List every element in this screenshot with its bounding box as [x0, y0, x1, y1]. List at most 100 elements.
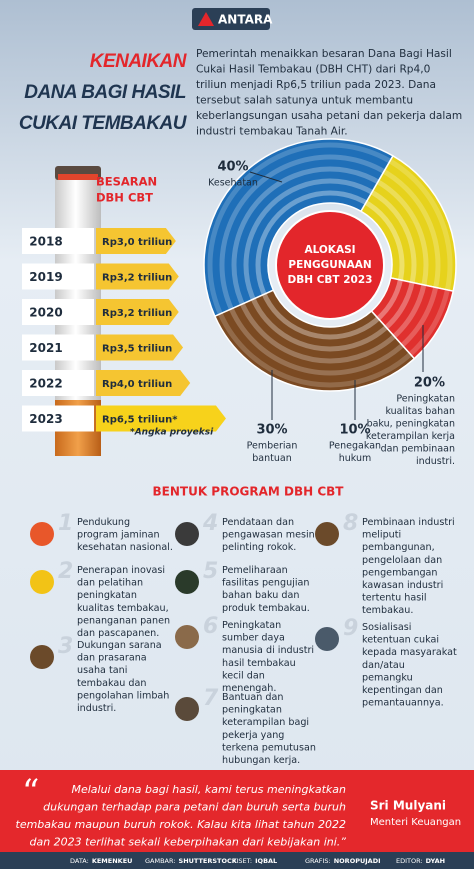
- title-line: DANA BAGI HASIL: [24, 82, 186, 103]
- program-line: pengelolaan dan: [362, 555, 442, 566]
- program-number: 7: [203, 686, 219, 711]
- program-line: kesehatan nasional.: [77, 542, 173, 553]
- program-line: kawasan industri: [362, 580, 443, 591]
- donut-ring: [219, 154, 441, 376]
- program-line: kualitas tembakau,: [77, 603, 169, 614]
- amount-bar: [96, 370, 191, 396]
- year-box: [22, 370, 94, 396]
- program-icon: [30, 570, 54, 594]
- amount-bar: [96, 405, 226, 432]
- program-icon: [315, 522, 339, 546]
- program-line: tembakau.: [362, 605, 413, 616]
- segment-label: baku, peningkatan: [367, 419, 455, 430]
- amount-bar: [96, 228, 176, 254]
- credit-label: DATA:: [70, 857, 89, 865]
- donut-ring: [207, 142, 453, 388]
- program-number: 3: [58, 634, 73, 659]
- intro-line: tersebut salah satunya untuk membantu: [196, 95, 413, 107]
- program-line: pelinting rokok.: [222, 542, 296, 553]
- credit-value: NOROPUJADI: [334, 857, 381, 865]
- dbh-note: *Angka proyeksi: [130, 428, 214, 438]
- donut-center-text: DBH CBT 2023: [288, 274, 373, 286]
- segment-label: hukum: [339, 453, 372, 464]
- segment-value: 10%: [339, 423, 370, 438]
- program-icon: [30, 645, 54, 669]
- program-line: ketentuan cukai: [362, 635, 439, 646]
- quote-line: Melalui dana bagi hasil, kami terus meni…: [71, 783, 346, 796]
- year-label: 2022: [29, 377, 62, 391]
- credit-label: RISET:: [232, 857, 252, 865]
- donut-center-text: ALOKASI: [304, 244, 355, 256]
- leader-line: [249, 171, 283, 183]
- amount-bar: [96, 334, 184, 361]
- program-line: dan/atau: [362, 660, 405, 671]
- program-line: kepentingan dan: [362, 685, 443, 696]
- year-label: 2023: [29, 412, 62, 426]
- program-line: Sosialisasi: [362, 622, 411, 633]
- amount-bar: [96, 299, 179, 325]
- year-box: [22, 263, 94, 290]
- program-line: dan pelatihan: [77, 578, 143, 589]
- credit-label: GRAFIS:: [305, 857, 331, 865]
- program-line: Bantuan dan: [222, 692, 283, 703]
- program-line: Dukungan sarana: [77, 640, 162, 651]
- program-line: Pendataan dan: [222, 517, 294, 528]
- credit-label: GAMBAR:: [145, 857, 176, 865]
- program-line: tertentu hasil: [362, 593, 427, 604]
- program-line: pengembangan: [362, 567, 438, 578]
- program-line: fasilitas pengujian: [222, 578, 309, 589]
- donut-ring: [231, 166, 429, 364]
- segment-value: 20%: [414, 376, 445, 391]
- quote-band: [0, 770, 474, 852]
- amount-label: Rp4,0 triliun: [102, 379, 172, 390]
- intro-line: keberlangsungan usaha petani dan pekerja…: [196, 110, 462, 122]
- program-line: pemantauannya.: [362, 698, 444, 709]
- dbh-heading: BESARAN: [96, 175, 157, 189]
- program-line: kecil dan: [222, 670, 265, 681]
- program-icon: [175, 570, 199, 594]
- donut-ring: [243, 178, 417, 352]
- segment-value: 40%: [217, 160, 248, 175]
- program-line: hasil tembakau: [222, 658, 296, 669]
- program-line: dan pascapanen.: [77, 628, 159, 639]
- program-line: peningkatan: [77, 590, 137, 601]
- quote-role: Menteri Keuangan: [370, 817, 461, 828]
- logo-text: ANTARA: [218, 13, 273, 27]
- title-line: KENAIKAN: [90, 51, 188, 72]
- segment-label: Peningkatan: [396, 394, 455, 405]
- quote-line: tembakau maupun buruh rokok. Kalau kita …: [16, 818, 346, 831]
- program-line: pemangku: [362, 672, 413, 683]
- segment-label: Penegakan: [329, 441, 381, 452]
- program-line: industri.: [77, 703, 116, 714]
- program-icon: [175, 625, 199, 649]
- program-line: Penerapan inovasi: [77, 565, 165, 576]
- program-number: 8: [343, 511, 358, 536]
- program-line: bahan baku dan: [222, 590, 299, 601]
- program-line: kepada masyarakat: [362, 647, 457, 658]
- program-line: keterampilan bagi: [222, 717, 309, 728]
- amount-label: Rp3,0 triliun: [102, 237, 172, 248]
- segment-label: Pemberian: [247, 441, 298, 452]
- program-number: 9: [343, 616, 358, 641]
- program-line: pengawasan mesin: [222, 530, 315, 541]
- program-line: Pemeliharaan: [222, 565, 288, 576]
- segment-label: Kesehatan: [208, 178, 258, 189]
- dbh-heading: DBH CBT: [96, 191, 153, 205]
- credit: EDITOR: DYAH: [396, 857, 445, 865]
- program-line: peningkatan: [222, 705, 282, 716]
- segment-label: kualitas bahan: [385, 406, 455, 417]
- quote-line: dan 2023 terlihat sekali keberpihakan da…: [29, 836, 346, 849]
- program-line: penanganan panen: [77, 615, 170, 626]
- program-number: 4: [202, 511, 218, 536]
- program-line: dan prasarana: [77, 653, 147, 664]
- program-line: manusia di industri: [222, 645, 314, 656]
- intro-line: Cukai Hasil Tembakau (DBH CHT) dari Rp4,…: [196, 64, 431, 76]
- segment-label: dan pembinaan: [381, 444, 455, 455]
- segment-value: 30%: [256, 423, 287, 438]
- year-box: [22, 334, 94, 361]
- programs-heading: BENTUK PROGRAM DBH CBT: [153, 485, 345, 499]
- program-line: produk tembakau.: [222, 603, 310, 614]
- amount-label: Rp3,2 triliun: [102, 308, 172, 319]
- year-label: 2020: [29, 306, 62, 320]
